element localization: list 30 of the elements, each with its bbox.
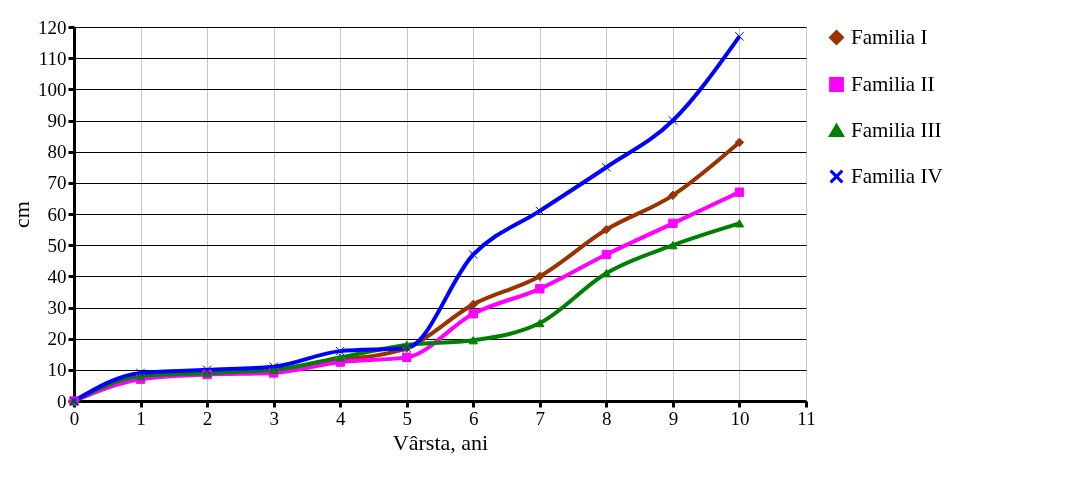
y-tick-label: 50 — [47, 234, 67, 256]
x-tick-label: 4 — [335, 407, 346, 429]
y-axis-title: cm — [9, 201, 34, 228]
y-tick-label: 20 — [47, 328, 67, 350]
x-tick-label: 7 — [535, 407, 546, 429]
x-tick-label: 6 — [469, 407, 479, 429]
y-tick-label: 90 — [47, 110, 67, 131]
y-tick-label: 30 — [47, 297, 67, 318]
legend-label: Familia III — [851, 117, 942, 142]
x-tick-label: 2 — [202, 407, 213, 429]
y-tick-label: 10 — [47, 359, 67, 381]
y-tick-label: 60 — [47, 203, 67, 225]
y-tick-label: 100 — [38, 78, 67, 100]
y-tick-label: 120 — [38, 16, 67, 38]
y-tick-label: 110 — [38, 47, 67, 69]
x-tick-label: 3 — [269, 407, 279, 429]
x-axis-title: Vârsta, ani — [392, 429, 489, 455]
x-tick-label: 11 — [797, 407, 816, 429]
y-tick-label: 70 — [47, 172, 67, 194]
legend-label: Familia II — [851, 71, 935, 96]
x-tick-label: 8 — [602, 407, 612, 429]
y-tick-label: 0 — [57, 390, 67, 412]
y-tick-label: 40 — [47, 265, 67, 287]
x-tick-label: 5 — [402, 407, 412, 429]
x-tick-label: 9 — [668, 407, 679, 429]
legend-label: Familia I — [851, 24, 928, 49]
x-tick-label: 1 — [136, 407, 146, 429]
legend-label: Familia IV — [851, 163, 943, 188]
y-tick-label: 80 — [47, 141, 67, 163]
x-tick-label: 10 — [730, 407, 750, 429]
